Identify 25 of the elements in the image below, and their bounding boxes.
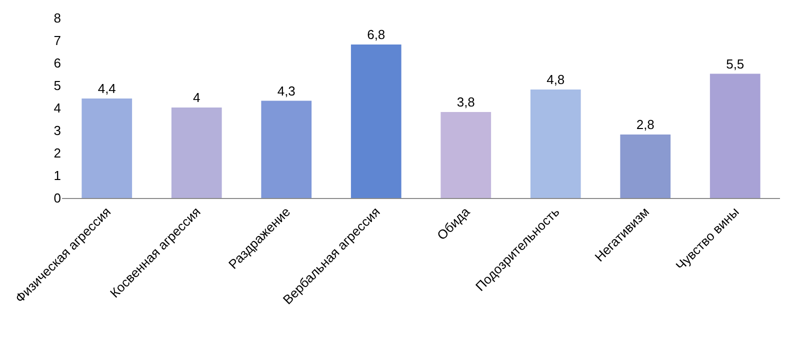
data-label: 6,8: [367, 27, 386, 42]
data-label: 4,4: [98, 81, 116, 96]
y-tick-label: 0: [54, 190, 61, 206]
data-label: 4: [193, 90, 200, 105]
y-tick-label: 1: [54, 168, 61, 184]
bar: [82, 98, 132, 198]
y-tick-label: 6: [54, 56, 61, 71]
bar: [350, 44, 402, 198]
data-label: 4,3: [277, 83, 296, 98]
data-label: 5,5: [726, 56, 744, 72]
y-tick-label: 3: [54, 123, 61, 138]
data-label: 3,8: [456, 94, 475, 110]
bar: [530, 90, 581, 198]
bar: [620, 134, 671, 198]
y-tick-label: 5: [54, 78, 61, 94]
data-label: 2,8: [636, 117, 654, 132]
bar: [261, 100, 312, 198]
y-tick-label: 7: [54, 33, 61, 48]
data-label: 4,8: [546, 72, 565, 87]
y-tick-label: 4: [54, 100, 61, 116]
bar: [440, 112, 492, 198]
bar: [710, 74, 760, 198]
bar: [171, 108, 222, 198]
y-tick-label: 8: [54, 10, 61, 26]
y-tick-label: 2: [54, 146, 61, 161]
